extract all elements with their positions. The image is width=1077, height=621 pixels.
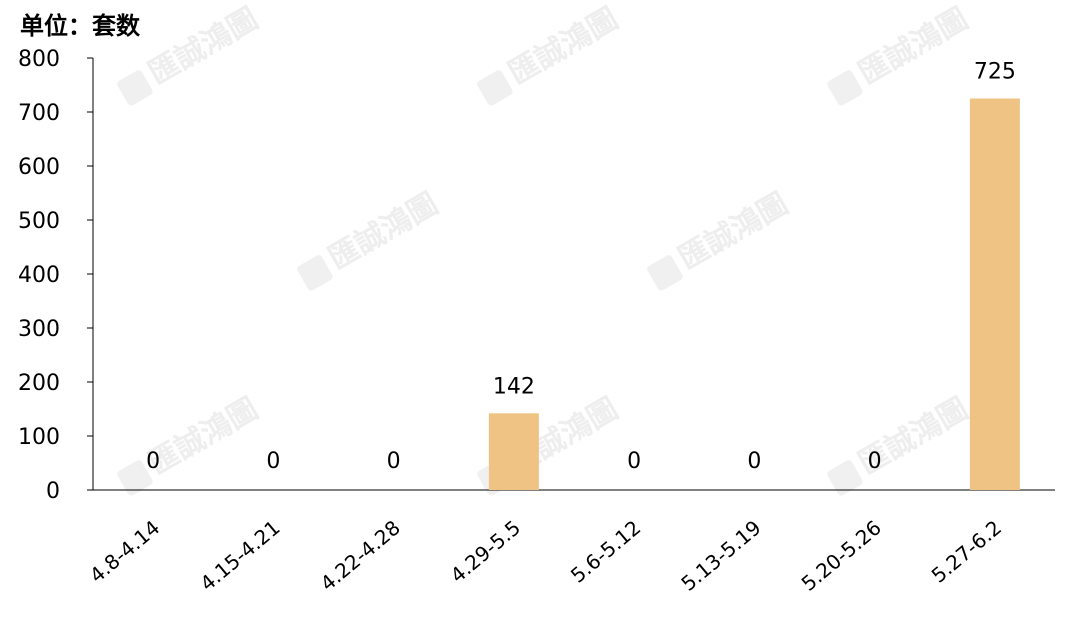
data-label: 725: [974, 60, 1016, 85]
x-tick-label: 4.15-4.21: [195, 515, 284, 595]
x-tick-label: 4.22-4.28: [316, 515, 405, 595]
data-label: 142: [493, 374, 535, 399]
y-tick-label: 600: [18, 155, 60, 180]
y-tick-label: 700: [18, 101, 60, 126]
data-label: 0: [868, 449, 882, 474]
bar: [488, 413, 539, 490]
y-tick-label: 400: [18, 263, 60, 288]
y-tick-label: 0: [46, 479, 60, 504]
x-tick-label: 5.13-5.19: [676, 515, 765, 595]
x-tick-label: 4.29-5.5: [446, 515, 525, 587]
x-tick-label: 4.8-4.14: [85, 515, 164, 587]
data-label: 0: [627, 449, 641, 474]
unit-label: 单位：套数: [20, 12, 140, 40]
y-tick-label: 800: [18, 47, 60, 72]
y-tick-label: 500: [18, 209, 60, 234]
y-tick-label: 100: [18, 425, 60, 450]
y-tick-label: 300: [18, 317, 60, 342]
x-tick-label: 5.6-5.12: [566, 515, 645, 587]
data-label: 0: [747, 449, 761, 474]
y-tick-label: 200: [18, 371, 60, 396]
bar: [969, 98, 1020, 490]
data-label: 0: [146, 449, 160, 474]
x-tick-label: 5.27-6.2: [927, 515, 1006, 587]
data-label: 0: [266, 449, 280, 474]
data-label: 0: [387, 449, 401, 474]
x-tick-label: 5.20-5.26: [797, 515, 886, 595]
